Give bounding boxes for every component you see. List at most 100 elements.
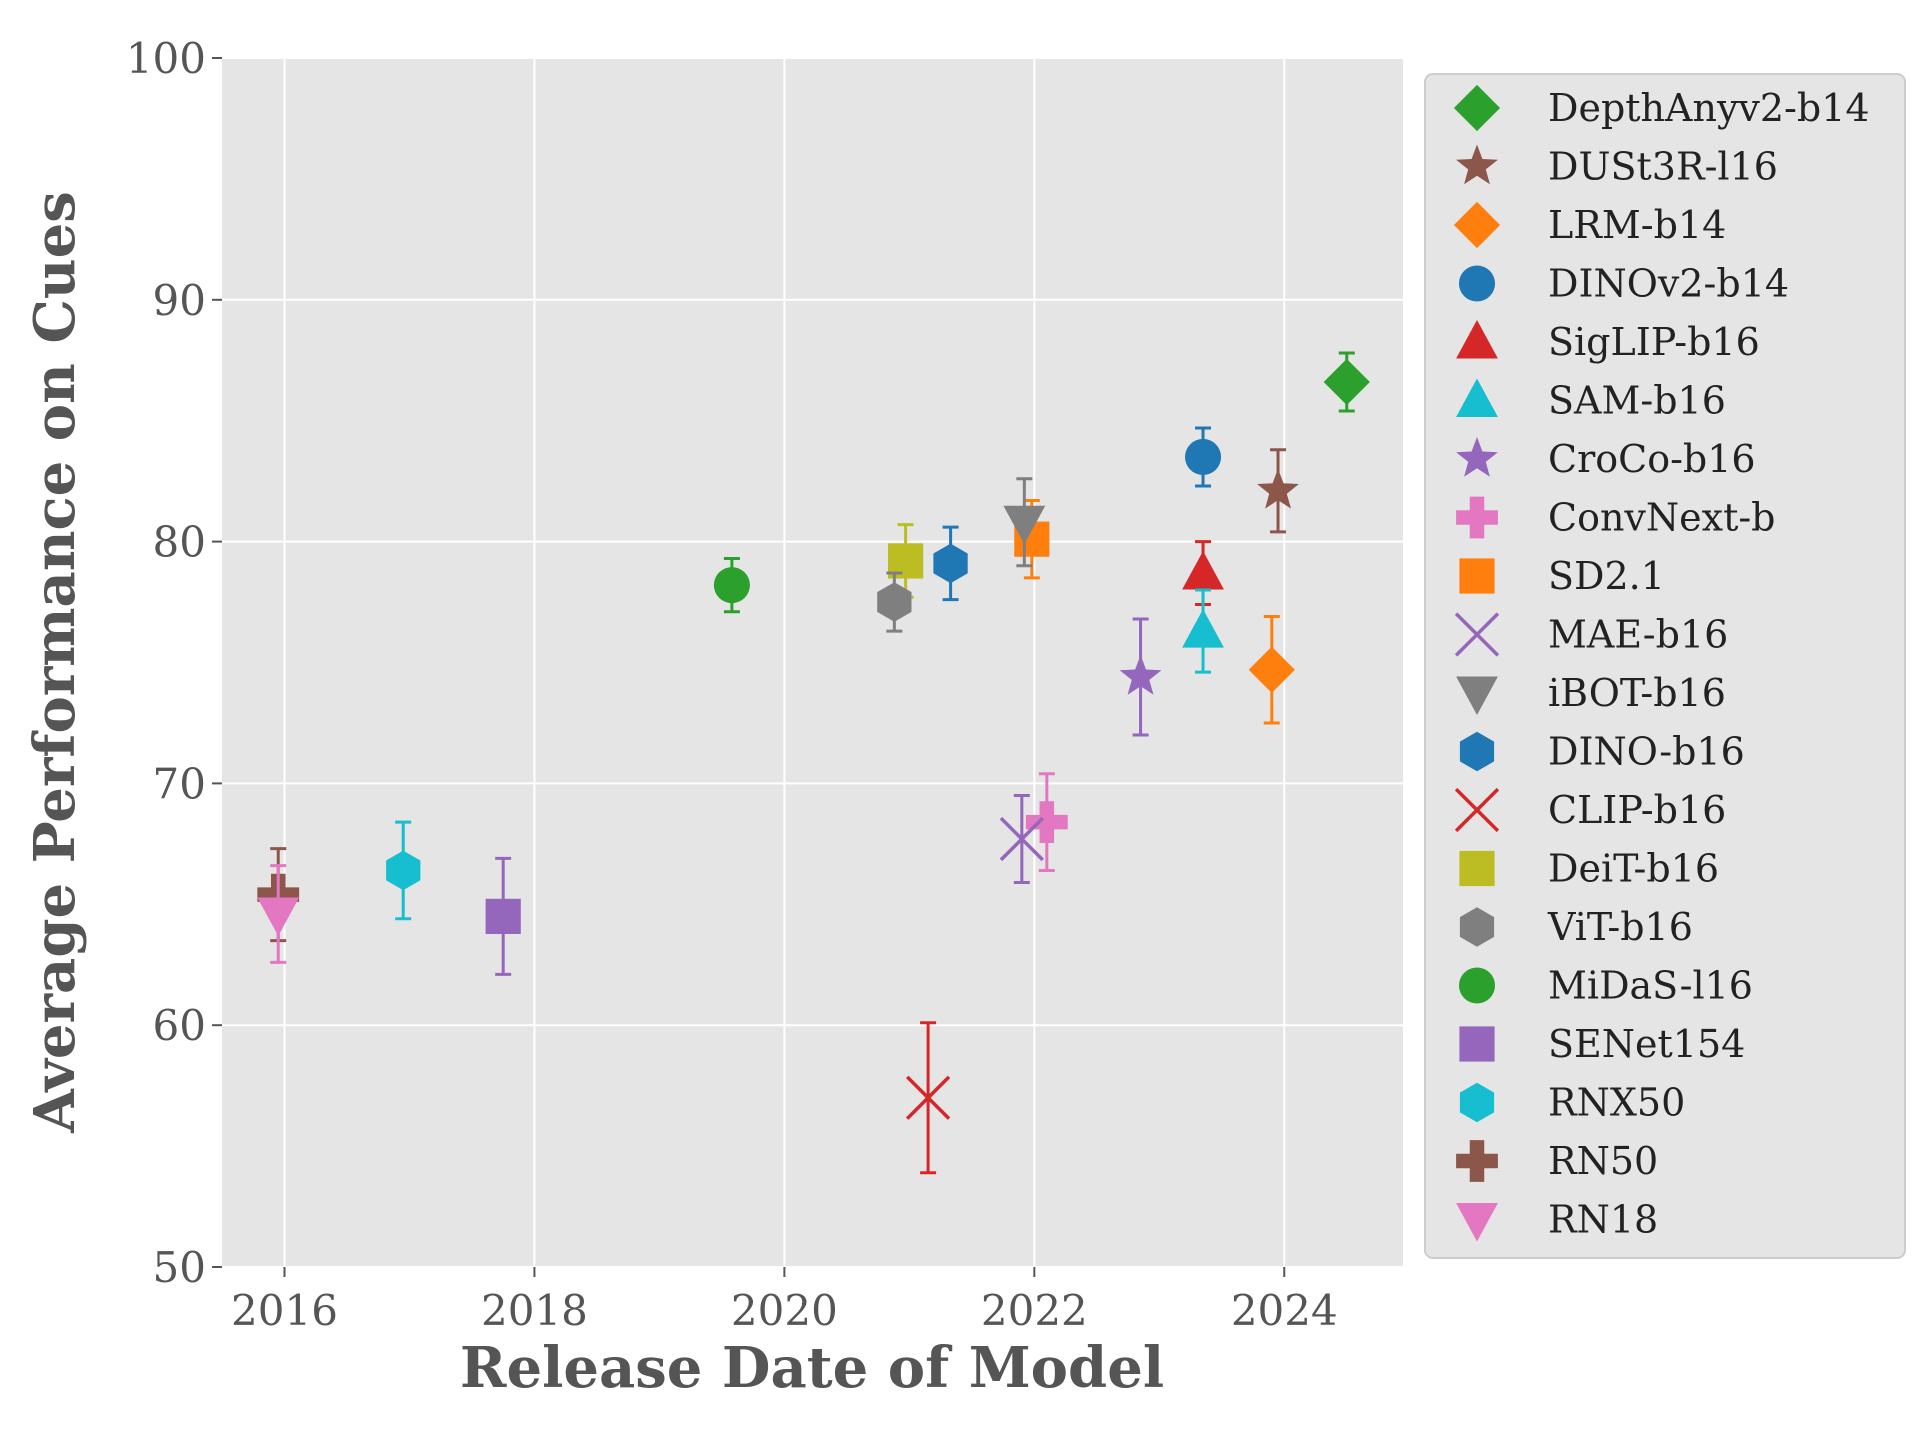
- legend-item: DINO-b16: [1459, 730, 1745, 774]
- series-point: [877, 571, 912, 633]
- legend-marker: [1456, 378, 1498, 417]
- data-marker: [1248, 646, 1295, 693]
- legend-label: SigLIP-b16: [1548, 320, 1760, 364]
- legend-label: CroCo-b16: [1548, 437, 1756, 481]
- legend-marker: [1453, 84, 1501, 132]
- legend-marker: [1456, 1140, 1498, 1182]
- legend-marker: [1459, 1026, 1495, 1062]
- legend-marker: [1456, 676, 1498, 715]
- y-axis-title: Average Performance on Cues: [22, 191, 88, 1134]
- legend-label: LRM-b14: [1548, 203, 1726, 247]
- data-marker: [1323, 358, 1370, 406]
- legend-label: DINO-b16: [1548, 730, 1745, 774]
- legend-marker: [1454, 787, 1500, 833]
- series-point: [1323, 351, 1370, 413]
- legend-item: SigLIP-b16: [1456, 320, 1760, 364]
- legend-item: CroCo-b16: [1456, 437, 1756, 481]
- legend-frame: [1424, 73, 1906, 1259]
- data-marker: [386, 850, 421, 891]
- data-marker: [1257, 468, 1299, 509]
- legend-label: SENet154: [1548, 1022, 1745, 1066]
- y-tick-label: 70: [153, 759, 206, 808]
- legend-marker: [1453, 201, 1501, 249]
- y-tick-label: 90: [153, 276, 206, 325]
- series-point: [1025, 772, 1068, 872]
- legend-marker: [1459, 558, 1495, 594]
- data-marker: [1182, 551, 1224, 590]
- legend-marker: [1454, 612, 1500, 657]
- data-marker: [713, 567, 750, 604]
- legend-label: SD2.1: [1548, 554, 1665, 598]
- x-tick-label: 2018: [481, 1286, 588, 1335]
- legend-label: DUSt3R-l16: [1548, 145, 1778, 189]
- legend-item: MAE-b16: [1454, 612, 1728, 657]
- series-point: [905, 1021, 951, 1175]
- legend-item: ConvNext-b: [1456, 496, 1776, 540]
- x-tick-label: 2024: [1231, 1286, 1338, 1335]
- legend: DepthAnyv2-b14 DUSt3R-l16 LRM-b14 DINOv2-b1…: [1424, 73, 1906, 1259]
- legend-item: SD2.1: [1459, 554, 1665, 598]
- legend-label: DepthAnyv2-b14: [1548, 86, 1870, 130]
- series-point: [999, 793, 1044, 885]
- legend-marker: [1456, 437, 1498, 477]
- legend-marker: [1458, 265, 1496, 302]
- series-point: [257, 864, 300, 964]
- legend-label: MAE-b16: [1548, 613, 1728, 657]
- legend-label: RN50: [1548, 1139, 1658, 1183]
- y-axis: 50 60 70 80 90 100: [126, 34, 222, 1292]
- y-tick-label: 80: [153, 518, 206, 567]
- x-tick-label: 2022: [981, 1286, 1088, 1335]
- x-axis: 2016 2018 2020 2022 2024: [231, 1267, 1338, 1335]
- data-marker: [1025, 801, 1068, 843]
- legend-item: MiDaS-l16: [1458, 964, 1753, 1008]
- series-point: [888, 523, 924, 599]
- legend-label: DeiT-b16: [1548, 847, 1719, 891]
- legend-marker: [1459, 850, 1495, 887]
- series-point: [1182, 588, 1224, 674]
- plot-area: [222, 58, 1403, 1267]
- legend-label: ViT-b16: [1547, 905, 1693, 949]
- data-marker: [877, 582, 912, 622]
- data-marker: [485, 898, 521, 934]
- legend-marker: [1456, 496, 1498, 539]
- legend-marker: [1459, 731, 1495, 772]
- y-tick-label: 100: [126, 34, 206, 83]
- legend-item: SENet154: [1459, 1022, 1745, 1066]
- series-point: [1119, 617, 1162, 737]
- legend-marker: [1458, 967, 1496, 1004]
- data-marker: [1119, 655, 1162, 695]
- legend-item: RN18: [1456, 1198, 1658, 1242]
- series-point: [1257, 448, 1299, 534]
- legend-item: RN50: [1456, 1139, 1658, 1183]
- legend-item: DUSt3R-l16: [1456, 144, 1778, 189]
- legend-label: iBOT-b16: [1548, 671, 1726, 715]
- legend-item: RNX50: [1459, 1081, 1685, 1125]
- legend-item: DepthAnyv2-b14: [1453, 84, 1870, 132]
- legend-label: ConvNext-b: [1548, 496, 1776, 540]
- x-axis-title: Release Date of Model: [460, 1335, 1164, 1401]
- legend-item: SAM-b16: [1456, 378, 1726, 423]
- legend-label: DINOv2-b14: [1548, 262, 1789, 306]
- series-point: [386, 820, 421, 921]
- data-points: [257, 351, 1370, 1175]
- data-marker: [257, 897, 300, 936]
- data-marker: [905, 1075, 951, 1120]
- data-marker: [933, 543, 968, 584]
- legend-marker: [1456, 144, 1498, 185]
- series-point: [1003, 477, 1046, 568]
- y-tick-label: 60: [153, 1001, 206, 1050]
- legend-item: CLIP-b16: [1454, 787, 1726, 833]
- legend-item: iBOT-b16: [1456, 671, 1726, 715]
- legend-marker: [1456, 1203, 1498, 1242]
- legend-item: LRM-b14: [1453, 201, 1726, 249]
- series-point: [1185, 426, 1222, 488]
- series-point: [713, 557, 750, 614]
- legend-label: RN18: [1548, 1198, 1658, 1242]
- series-point: [933, 525, 968, 602]
- data-marker: [999, 816, 1044, 862]
- grid: [222, 57, 1403, 1268]
- data-marker: [1182, 609, 1224, 648]
- legend-marker: [1459, 1082, 1495, 1123]
- legend-label: CLIP-b16: [1548, 788, 1726, 832]
